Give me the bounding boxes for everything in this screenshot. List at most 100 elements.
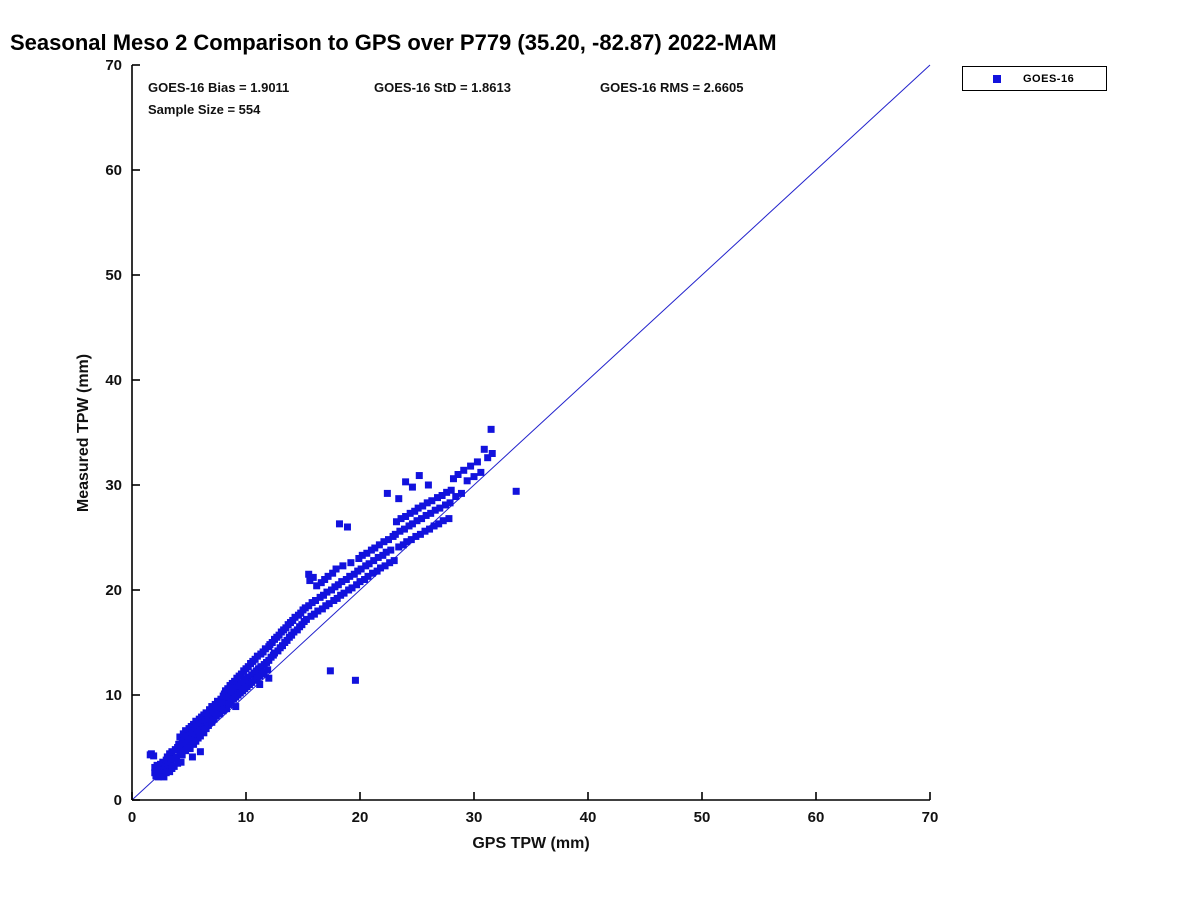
scatter-point — [395, 495, 403, 503]
scatter-point — [412, 532, 420, 540]
scatter-point — [382, 548, 390, 556]
scatter-point — [265, 674, 273, 682]
scatter-point — [454, 471, 462, 478]
scatter-point — [196, 748, 204, 756]
scatter-point — [343, 523, 351, 531]
scatter-point — [473, 458, 481, 466]
scatter-point — [381, 562, 389, 570]
y-tick-label: 40 — [105, 372, 122, 389]
legend: GOES-16 — [962, 66, 1107, 91]
scatter-point — [348, 584, 356, 592]
scatter-point — [402, 478, 410, 486]
scatter-point — [200, 729, 208, 737]
scatter-point — [442, 501, 449, 509]
scatter-point — [415, 472, 423, 480]
scatter-point — [487, 425, 495, 433]
scatter-point — [302, 615, 310, 623]
scatter-point — [223, 705, 231, 713]
y-axis-label: Measured TPW (mm) — [75, 354, 92, 512]
y-tick-label: 60 — [105, 162, 122, 179]
scatter-point — [188, 729, 196, 737]
scatter-point — [457, 489, 465, 497]
scatter-point — [512, 487, 520, 495]
scatter-point — [434, 494, 442, 502]
scatter-point — [445, 515, 453, 523]
scatter-point — [390, 557, 398, 565]
scatter-point — [396, 527, 404, 535]
scatter-point — [480, 445, 488, 453]
scatter-point — [421, 527, 429, 535]
scatter-point — [467, 462, 475, 470]
scatter-point — [460, 466, 468, 474]
scatter-point — [446, 499, 454, 507]
scatter-point — [392, 518, 400, 526]
scatter-point — [422, 511, 430, 519]
x-tick-label: 40 — [580, 809, 597, 826]
scatter-point — [324, 572, 332, 580]
scatter-point — [443, 488, 451, 496]
x-tick-label: 30 — [466, 809, 483, 826]
scatter-point — [172, 753, 180, 761]
scatter-point — [438, 492, 446, 499]
scatter-point — [484, 454, 492, 462]
scatter-point — [402, 513, 410, 520]
scatter-point — [439, 517, 447, 525]
scatter-point — [452, 493, 460, 501]
legend-marker-square-icon — [993, 74, 1001, 83]
scatter-point — [403, 538, 411, 546]
scatter-point — [470, 473, 478, 481]
x-tick-label: 60 — [808, 809, 825, 826]
chart-title: Seasonal Meso 2 Comparison to GPS over P… — [10, 30, 777, 55]
scatter-point — [358, 551, 366, 559]
scatter-point — [430, 522, 438, 530]
stat-rms: GOES-16 RMS = 2.6605 — [600, 80, 744, 95]
scatter-point — [346, 572, 354, 580]
scatter-point — [431, 506, 439, 514]
scatter-point — [338, 578, 346, 586]
scatter-point — [363, 549, 371, 557]
scatter-point — [312, 597, 320, 604]
scatter-point — [264, 666, 272, 674]
scatter-point — [377, 564, 385, 572]
scatter-point — [488, 450, 496, 457]
scatter-point — [386, 559, 394, 567]
scatter-point — [325, 600, 333, 608]
scatter-point — [335, 520, 343, 528]
scatter-point — [356, 578, 364, 586]
scatter-point — [256, 681, 264, 688]
scatter-point — [427, 509, 435, 517]
scatter-point — [407, 536, 415, 544]
y-tick-label: 10 — [105, 687, 122, 704]
scatter-point — [385, 536, 392, 544]
scatter-point — [414, 504, 422, 512]
scatter-point — [397, 515, 405, 523]
y-tick-label: 30 — [105, 477, 122, 494]
scatter-point — [413, 517, 421, 525]
scatter-point — [375, 541, 383, 549]
y-tick-label: 0 — [114, 792, 122, 809]
y-tick-label: 20 — [105, 582, 122, 599]
scatter-point — [332, 565, 340, 573]
scatter-point — [232, 703, 240, 711]
scatter-point — [426, 525, 434, 533]
scatter-point — [408, 483, 416, 491]
scatter-point — [186, 745, 194, 753]
scatter-point — [371, 544, 379, 552]
scatter-point — [313, 582, 321, 590]
scatter-point — [305, 570, 313, 578]
scatter-point — [160, 773, 168, 781]
x-axis-label: GPS TPW (mm) — [472, 835, 589, 852]
scatter-point — [419, 502, 427, 510]
scatter-point — [364, 572, 372, 580]
y-tick-label: 50 — [105, 267, 122, 284]
legend-label: GOES-16 — [1023, 72, 1075, 85]
scatter-point — [309, 573, 317, 581]
scatter-point — [406, 509, 414, 517]
scatter-point — [408, 520, 416, 528]
scatter-point — [463, 477, 471, 485]
scatter-point — [329, 569, 337, 577]
scatter-point — [351, 676, 359, 684]
scatter-point — [365, 560, 373, 568]
scatter-point — [428, 497, 436, 505]
